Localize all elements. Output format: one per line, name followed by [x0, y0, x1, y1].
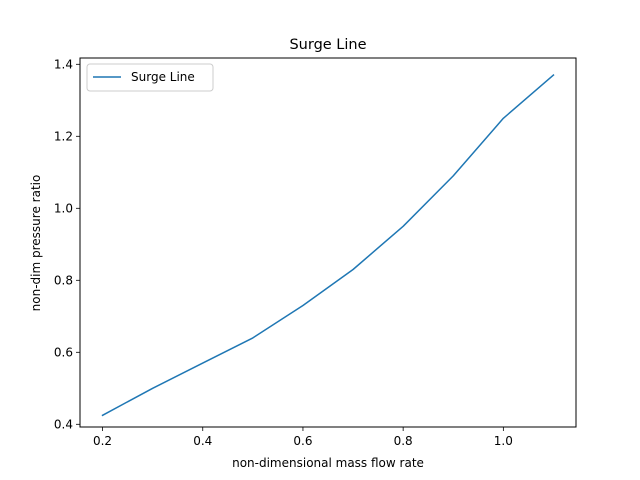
x-tick-label: 0.4 [193, 434, 212, 448]
y-tick-label: 1.0 [54, 201, 73, 215]
legend-label-surge-line: Surge Line [131, 70, 195, 84]
x-tick-label: 0.6 [293, 434, 312, 448]
y-tick-label: 1.2 [54, 129, 73, 143]
y-tick-label: 0.8 [54, 273, 73, 287]
y-tick-label: 0.4 [54, 417, 73, 431]
x-tick-label: 1.0 [494, 434, 513, 448]
series-line-0 [101, 74, 555, 417]
x-axis-label: non-dimensional mass flow rate [232, 456, 424, 470]
x-tick-label: 0.8 [394, 434, 413, 448]
chart-title: Surge Line [289, 37, 366, 53]
x-axis: 0.2 0.4 0.6 0.8 1.0 [93, 427, 513, 448]
y-axis: 0.4 0.6 0.8 1.0 1.2 1.4 [54, 57, 80, 431]
plot-area [79, 57, 577, 428]
x-tick-label: 0.2 [93, 434, 112, 448]
legend-box [86, 63, 214, 92]
legend: Surge Line [86, 63, 214, 92]
y-axis-label: non-dim pressure ratio [29, 175, 43, 312]
y-tick-label: 1.4 [54, 57, 73, 71]
axes-frame [79, 57, 577, 428]
y-tick-label: 0.6 [54, 345, 73, 359]
